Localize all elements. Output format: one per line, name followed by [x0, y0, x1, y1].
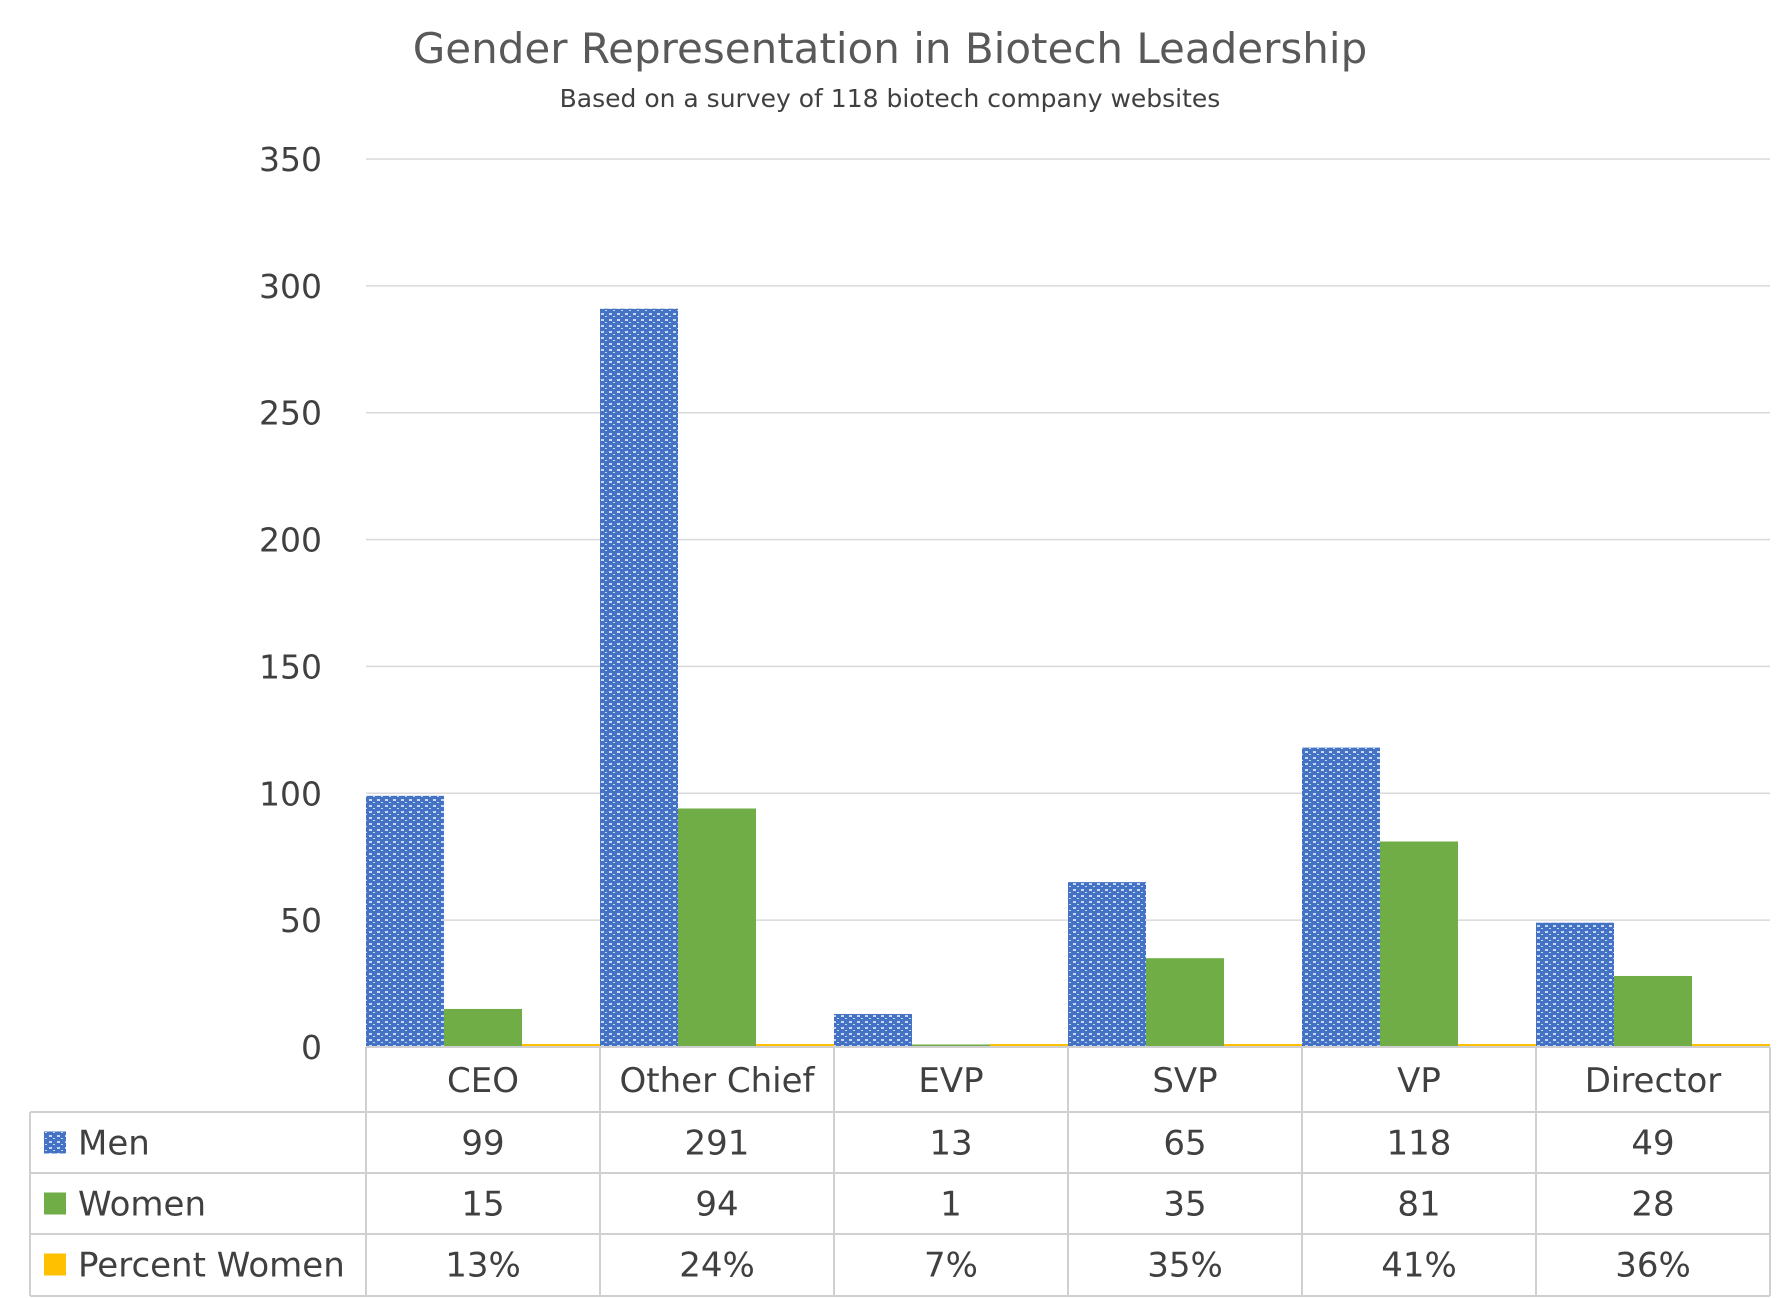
chart-title: Gender Representation in Biotech Leaders… [413, 24, 1367, 73]
bar-percent-women [1692, 1044, 1770, 1047]
legend-swatch-men [44, 1131, 66, 1154]
y-tick-label: 250 [259, 394, 322, 433]
y-axis-ticks: 0 50 100 150 200 250 300 350 [259, 140, 322, 1067]
bar-women [1380, 841, 1458, 1047]
bar-men [1536, 922, 1614, 1047]
category-label: SVP [1152, 1061, 1217, 1101]
data-label: 118 [1387, 1124, 1452, 1164]
data-label: 1 [940, 1185, 962, 1225]
y-tick-label: 350 [259, 140, 322, 179]
bar-percent-women [522, 1044, 600, 1047]
bar-men [1302, 747, 1380, 1047]
chart-subtitle: Based on a survey of 118 biotech company… [560, 84, 1221, 113]
y-tick-label: 100 [259, 774, 322, 813]
data-label: 41% [1381, 1246, 1457, 1286]
gridlines [366, 158, 1770, 921]
y-tick-label: 300 [259, 267, 322, 306]
bars [366, 308, 1770, 1048]
bar-percent-women [1224, 1044, 1302, 1047]
category-label: VP [1397, 1061, 1441, 1101]
data-label: 49 [1631, 1124, 1674, 1164]
bar-women [912, 1044, 990, 1047]
data-label: 291 [685, 1124, 750, 1164]
data-label: 24% [679, 1246, 755, 1286]
data-label: 36% [1615, 1246, 1691, 1286]
bar-men [834, 1014, 912, 1047]
data-label: 15 [461, 1185, 504, 1225]
data-label: 35 [1163, 1185, 1206, 1225]
bar-women [1146, 958, 1224, 1047]
bar-men [1068, 882, 1146, 1047]
category-label: CEO [447, 1061, 519, 1101]
data-label: 94 [695, 1185, 738, 1225]
y-tick-label: 150 [259, 647, 322, 686]
category-label: Other Chief [620, 1061, 816, 1101]
y-tick-label: 200 [259, 521, 322, 560]
category-label: EVP [918, 1061, 983, 1101]
bar-men [600, 308, 678, 1048]
bar-percent-women [1458, 1044, 1536, 1047]
bar-women [678, 808, 756, 1047]
data-label: 28 [1631, 1185, 1674, 1225]
series-name: Percent Women [78, 1246, 345, 1286]
bar-percent-women [990, 1044, 1068, 1047]
legend-swatch-percent-women [44, 1253, 66, 1276]
series-name: Women [78, 1185, 206, 1225]
data-label: 99 [461, 1124, 504, 1164]
y-tick-label: 50 [280, 901, 322, 940]
bar-percent-women [756, 1044, 834, 1047]
data-label: 35% [1147, 1246, 1223, 1286]
series-name: Men [78, 1124, 150, 1164]
data-label: 65 [1163, 1124, 1206, 1164]
bar-women [1614, 975, 1692, 1047]
data-label: 81 [1397, 1185, 1440, 1225]
data-label: 13 [929, 1124, 972, 1164]
data-label: 13% [445, 1246, 521, 1286]
y-tick-label: 0 [301, 1028, 322, 1067]
bar-women [444, 1008, 522, 1047]
category-label: Director [1585, 1061, 1722, 1101]
bar-men [366, 795, 444, 1047]
data-label: 7% [924, 1246, 978, 1286]
legend-swatch-women [44, 1192, 66, 1215]
